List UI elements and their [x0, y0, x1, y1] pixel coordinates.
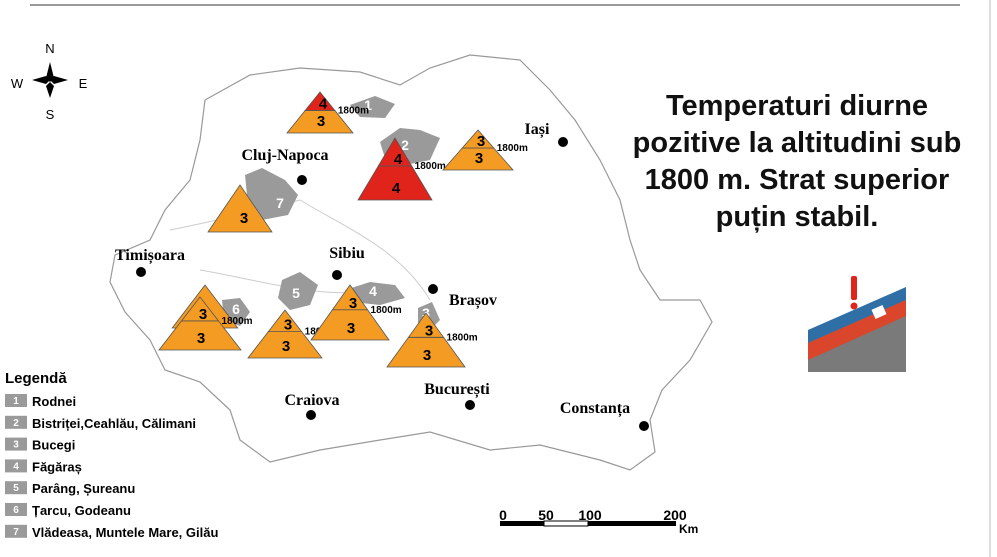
danger-level-lower: 3 — [197, 330, 205, 347]
legend-swatch — [5, 524, 27, 538]
danger-level-upper: 4 — [319, 95, 328, 112]
danger-level-upper: 3 — [477, 133, 485, 150]
legend-label: Bucegi — [32, 438, 75, 453]
altitude-label: 1800m — [415, 161, 446, 172]
city-dot — [297, 175, 307, 185]
altitude-label: 1800m — [447, 332, 478, 343]
danger-level-upper: 3 — [349, 295, 357, 312]
legend-label: Vlădeasa, Muntele Mare, Gilău — [32, 525, 218, 540]
region-number: 5 — [292, 285, 300, 301]
danger-level: 3 — [240, 210, 248, 227]
danger-level-lower: 3 — [423, 347, 431, 364]
compass-n: N — [45, 41, 54, 56]
legend-title: Legendă — [5, 370, 67, 387]
legend-number: 4 — [13, 461, 19, 472]
scale-label: 50 — [538, 507, 554, 523]
legend-label: Rodnei — [32, 394, 76, 409]
region-number: 2 — [401, 137, 409, 153]
altitude-label: 1800m — [338, 105, 369, 116]
city-dot — [558, 137, 568, 147]
legend-label: Parâng, Șureanu — [32, 481, 135, 496]
region-number: 6 — [232, 301, 240, 317]
city-dot — [428, 284, 438, 294]
scale-unit: Km — [679, 522, 698, 536]
danger-level-upper: 3 — [199, 306, 207, 323]
legend-swatch — [5, 481, 27, 495]
danger-level-lower: 3 — [282, 338, 290, 355]
city-label: Timișoara — [115, 247, 185, 265]
city-label: Cluj-Napoca — [241, 147, 328, 164]
city-label: Constanța — [560, 400, 630, 418]
city-dot — [465, 400, 475, 410]
danger-upper — [331, 284, 369, 311]
scale-label: 100 — [578, 507, 602, 523]
scale-bar — [500, 520, 676, 527]
legend-label: Bistriței,Ceahlău, Călimani — [32, 416, 196, 431]
danger-upper — [407, 312, 445, 338]
city-label: Craiova — [284, 392, 339, 409]
danger-level-upper: 3 — [425, 322, 433, 339]
legend-number: 6 — [13, 505, 19, 516]
danger-upper — [180, 296, 220, 322]
legend-swatch — [5, 459, 27, 473]
altitude-label: 1800m — [371, 305, 402, 316]
altitude-label: 1800m — [221, 316, 252, 327]
region-number: 1 — [364, 97, 372, 113]
region-number: 4 — [369, 283, 377, 299]
legend-swatch — [5, 437, 27, 451]
city-dot — [306, 410, 316, 420]
country-outline — [109, 54, 713, 471]
city-dot — [136, 267, 146, 277]
danger-upper — [267, 309, 303, 333]
altitude-label: 1800m — [497, 143, 528, 154]
legend-number: 1 — [13, 396, 19, 407]
danger-level-lower: 3 — [347, 320, 355, 337]
city-label: Brașov — [449, 292, 497, 310]
city-label: Sibiu — [329, 245, 365, 262]
danger-upper — [461, 129, 495, 149]
legend-swatch — [5, 415, 27, 429]
city-label: Iași — [525, 121, 550, 139]
danger-triangle — [207, 184, 273, 233]
compass-e: E — [79, 76, 88, 91]
region-number: 7 — [276, 195, 284, 211]
danger-level-lower: 4 — [392, 180, 401, 197]
danger-level-upper: 3 — [284, 317, 292, 334]
city-dot — [332, 270, 342, 280]
scale-label: 0 — [499, 507, 507, 523]
compass-s: S — [46, 107, 55, 122]
legend-number: 2 — [13, 418, 19, 429]
legend-number: 5 — [13, 483, 19, 494]
danger-level-lower: 3 — [475, 150, 483, 167]
danger-upper — [304, 91, 336, 111]
city-label: București — [424, 381, 490, 399]
city-dot — [639, 421, 649, 431]
scale-label: 200 — [663, 507, 687, 523]
legend-label: Făgăraș — [32, 459, 82, 474]
danger-upper — [377, 137, 413, 167]
legend-swatch — [5, 503, 27, 516]
legend-number: 7 — [13, 527, 19, 538]
legend-label: Țarcu, Godeanu — [32, 503, 131, 518]
danger-level-lower: 3 — [317, 113, 325, 130]
danger-level-upper: 4 — [394, 151, 403, 168]
avalanche-icon — [808, 276, 906, 372]
map-title: Temperaturi diurne pozitive la altitudin… — [632, 90, 962, 233]
compass-w: W — [11, 76, 24, 91]
compass: N S W E — [11, 41, 88, 122]
legend-number: 3 — [13, 440, 19, 451]
legend-swatch — [5, 394, 27, 407]
